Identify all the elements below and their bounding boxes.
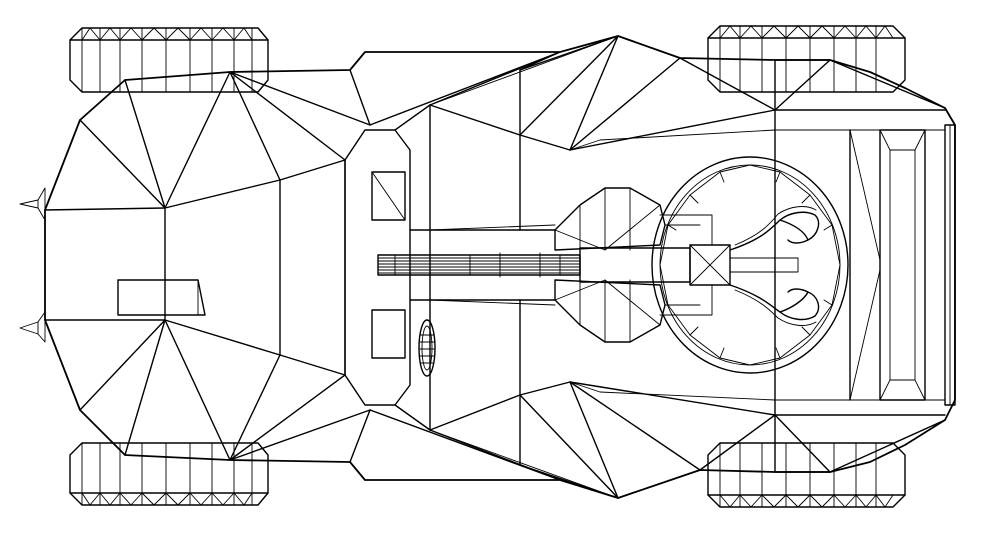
front-section [19,69,371,463]
wheel-front-bottom [69,442,269,506]
rear-deck [774,109,956,416]
mid-body [369,35,619,499]
gun-mount [554,187,713,343]
wheel-rear-bottom [707,442,906,508]
sprocket-disc [418,319,436,377]
side-armor [569,35,946,499]
wheel-front-top [69,27,269,93]
gatling-barrels [377,252,581,278]
front-plate [344,129,411,406]
turret-ring [651,156,849,374]
claw-arms [689,206,820,326]
